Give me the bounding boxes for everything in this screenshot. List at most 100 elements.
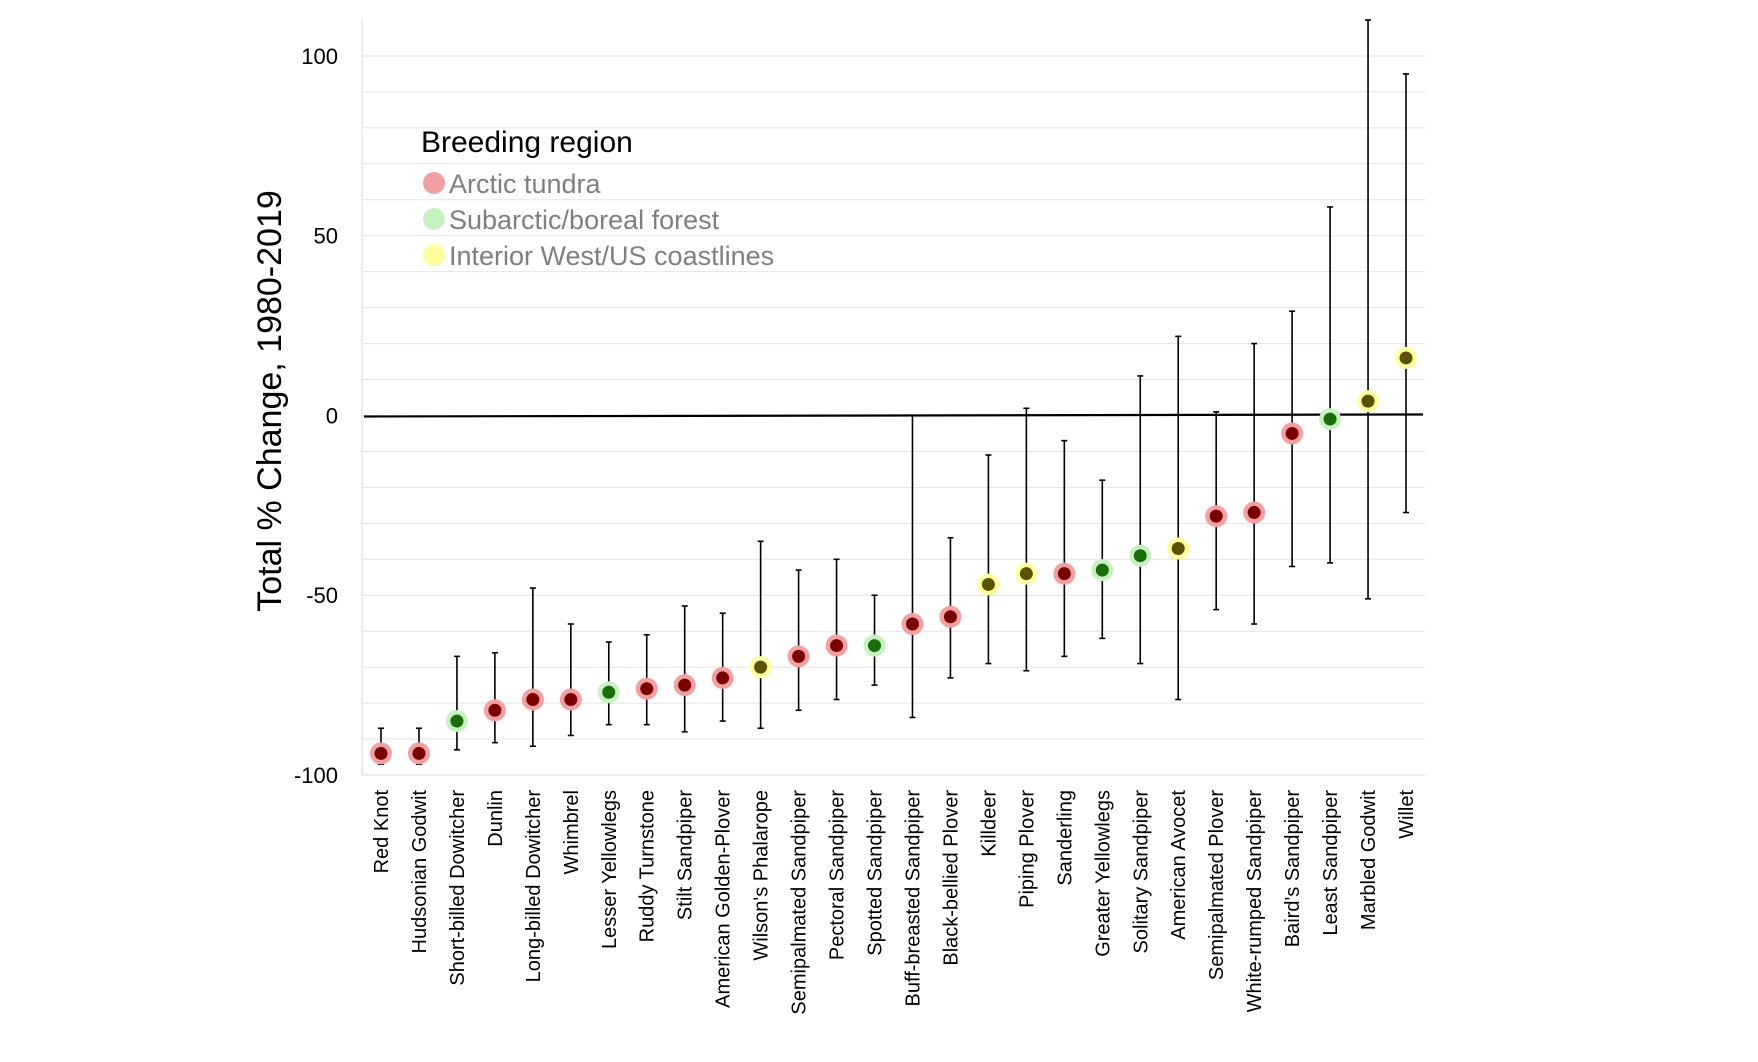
legend-marker [423, 172, 445, 194]
x-category-label: Black-bellied Plover [940, 790, 962, 966]
error-bar [1137, 375, 1144, 665]
x-category-label: Hudsonian Godwit [409, 790, 431, 954]
error-bar [491, 651, 498, 744]
error-bar [833, 558, 840, 701]
x-axis-category-labels: Red Knot Hudsonian Godwit Short-billed Dow… [371, 790, 1418, 1015]
data-point [370, 742, 392, 765]
x-category-label: Marbled Godwit [1358, 790, 1380, 931]
gridlines [362, 55, 1425, 776]
error-bar [1327, 206, 1334, 564]
error-bar [1061, 439, 1068, 658]
data-point [1015, 562, 1038, 585]
x-category-label: Solitary Sandpiper [1130, 790, 1152, 954]
legend-marker [423, 244, 445, 266]
legend-label: Interior West/US coastlines [449, 241, 774, 271]
x-category-label: Red Knot [371, 790, 393, 874]
error-bar [1175, 335, 1182, 701]
data-point [939, 605, 962, 628]
x-category-label: Whimbrel [561, 790, 583, 874]
x-category-label: Ruddy Turnstone [637, 790, 659, 942]
zero-line [363, 413, 1424, 418]
legend-item: Subarctic/boreal forest [423, 205, 720, 235]
error-bar [795, 569, 802, 712]
zero-line-group [363, 413, 1424, 418]
data-point [863, 634, 886, 657]
error-bar [1365, 19, 1372, 600]
data-point [483, 699, 506, 722]
x-category-label: Semipalmated Sandpiper [789, 790, 811, 1015]
error-bar [985, 454, 992, 665]
x-category-label: Dunlin [485, 790, 507, 847]
x-category-label: Piping Plover [1016, 790, 1038, 908]
error-bar [1023, 407, 1030, 672]
x-category-label: Killdeer [978, 790, 1000, 857]
legend: Breeding region Arctic tundra Subarctic/b… [421, 126, 774, 271]
axes [361, 20, 1425, 776]
legend-item: Interior West/US coastlines [423, 241, 774, 271]
x-category-label: Long-billed Dowitcher [523, 790, 545, 983]
data-point [977, 573, 1000, 596]
data-point [1167, 537, 1190, 560]
data-point [711, 666, 734, 689]
legend-marker [423, 208, 445, 230]
x-category-label: Baird's Sandpiper [1282, 790, 1304, 948]
legend-item: Arctic tundra [423, 169, 602, 199]
x-category-label: Pectoral Sandpiper [827, 790, 849, 960]
error-bar [567, 623, 574, 737]
error-bar [757, 540, 764, 730]
data-point [1129, 544, 1152, 567]
legend-title: Breeding region [421, 126, 633, 159]
data-point [597, 681, 620, 704]
data-point [1395, 346, 1417, 369]
data-points [370, 346, 1417, 765]
error-bar [1251, 342, 1258, 625]
y-axis-ticks: 100 50 0 -50 -100 [294, 44, 338, 788]
x-category-label: Greater Yellowlegs [1092, 790, 1114, 957]
error-bar [909, 414, 916, 719]
x-category-label: Semipalmated Plover [1206, 790, 1228, 980]
data-point [635, 677, 658, 700]
legend-items: Arctic tundra Subarctic/boreal forest Inte… [423, 169, 774, 271]
x-category-label: Willet [1396, 790, 1418, 839]
error-bar [529, 587, 536, 748]
x-category-label: White-rumped Sandpiper [1244, 790, 1266, 1013]
error-bar [453, 655, 460, 751]
error-bar [681, 605, 688, 733]
y-tick-label: 50 [314, 224, 338, 249]
x-category-label: American Golden-Plover [713, 790, 735, 1008]
data-point [559, 688, 582, 711]
data-point [1281, 422, 1304, 445]
y-axis-label: Total % Change, 1980-2019 [251, 190, 289, 612]
y-tick-label: 0 [326, 403, 338, 428]
data-point [673, 674, 696, 697]
data-point [1319, 408, 1342, 431]
y-tick-label: -100 [294, 763, 338, 788]
data-point [407, 742, 430, 765]
legend-label: Subarctic/boreal forest [449, 205, 720, 235]
data-point [1205, 505, 1228, 528]
x-category-label: American Avocet [1168, 790, 1190, 940]
x-category-label: Stilt Sandpiper [675, 790, 697, 920]
x-category-label: Wilson's Phalarope [751, 790, 773, 961]
data-point [825, 634, 848, 657]
data-point [1357, 390, 1380, 413]
x-category-label: Spotted Sandpiper [865, 790, 887, 956]
legend-label: Arctic tundra [449, 169, 602, 199]
x-category-label: Sanderling [1054, 790, 1076, 886]
y-tick-label: -50 [306, 583, 338, 608]
data-point [787, 645, 810, 668]
data-point [1243, 501, 1266, 524]
data-point [1053, 562, 1076, 585]
data-point [901, 613, 924, 635]
error-bar [1403, 73, 1409, 514]
data-point [521, 688, 544, 711]
y-tick-label: 100 [301, 44, 338, 69]
data-point [749, 656, 772, 679]
data-point [1091, 559, 1114, 582]
data-point [445, 710, 468, 733]
x-category-label: Short-billed Dowitcher [447, 790, 469, 986]
x-category-label: Buff-breasted Sandpiper [902, 790, 924, 1007]
x-category-label: Lesser Yellowlegs [599, 790, 621, 949]
x-category-label: Least Sandpiper [1320, 790, 1342, 936]
